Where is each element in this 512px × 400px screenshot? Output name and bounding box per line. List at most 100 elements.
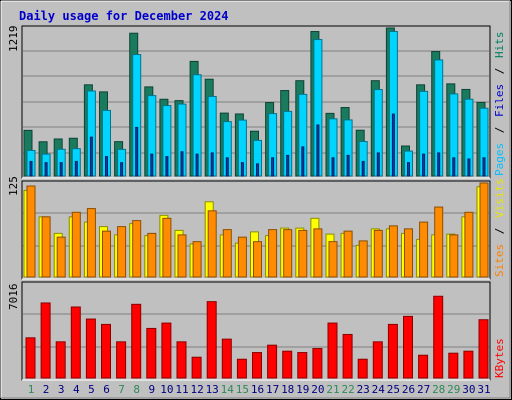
- pages-bar: [59, 162, 63, 177]
- pages-bar: [391, 113, 395, 177]
- day-label: 15: [236, 383, 249, 396]
- pages-bar: [361, 160, 365, 177]
- sites-bar: [464, 211, 474, 278]
- pages-bar: [407, 162, 410, 177]
- visits-max-label: 125: [7, 176, 20, 196]
- day-label: 2: [43, 383, 50, 396]
- pages-bar: [225, 157, 229, 177]
- sites-bar: [404, 228, 413, 278]
- day-label: 23: [357, 383, 370, 396]
- sites-bar: [237, 236, 247, 278]
- day-label: 8: [133, 383, 140, 396]
- kbytes-bar: [252, 352, 262, 379]
- pages-bar: [120, 162, 124, 177]
- sites-bar: [147, 232, 157, 278]
- kbytes-bar: [387, 323, 398, 379]
- kbytes-bar: [267, 344, 278, 379]
- pages-bar: [29, 160, 33, 177]
- day-label: 16: [251, 383, 264, 396]
- kbytes-max-label: 7016: [7, 284, 20, 311]
- kbytes-bar: [40, 302, 51, 379]
- sites-bar: [449, 234, 459, 278]
- kbytes-bars: [25, 295, 489, 379]
- kbytes-bar: [342, 333, 353, 379]
- kbytes-bar: [448, 352, 459, 379]
- sites-bar: [479, 182, 489, 278]
- sites-bar: [343, 230, 353, 278]
- pages-bar: [180, 151, 184, 177]
- legend-files: Files: [493, 84, 506, 117]
- legend-kbytes-group: KBytes: [493, 338, 506, 378]
- kbytes-bar: [327, 322, 338, 379]
- kbytes-bar: [176, 341, 187, 379]
- kbytes-bar: [357, 358, 368, 379]
- day-label: 14: [221, 383, 235, 396]
- pages-bar: [452, 157, 456, 177]
- day-labels: 1 2 3 4 5 6 7 8 9 10 11 12 13 14 15 16 17 18 19 20 21 22 23 24 2…: [28, 383, 491, 396]
- sites-bar: [41, 216, 51, 278]
- sites-bar: [328, 241, 338, 278]
- kbytes-bar: [403, 315, 413, 379]
- day-label: 21: [326, 383, 339, 396]
- day-label: 10: [160, 383, 173, 396]
- pages-bar: [286, 154, 290, 177]
- pages-bar: [74, 160, 78, 177]
- kbytes-bar: [418, 354, 429, 379]
- sites-bar: [434, 206, 444, 278]
- pages-bar: [165, 156, 169, 177]
- sites-bar: [117, 226, 127, 278]
- sites-bar: [207, 210, 217, 278]
- kbytes-bar: [146, 327, 157, 379]
- day-label: 22: [341, 383, 354, 396]
- pages-bar: [316, 124, 320, 177]
- day-label: 30: [462, 383, 475, 396]
- sites-bar: [253, 241, 262, 278]
- day-label: 5: [88, 383, 95, 396]
- day-label: 12: [190, 383, 203, 396]
- kbytes-bar: [25, 337, 36, 379]
- day-label: 17: [266, 383, 279, 396]
- sites-bar: [26, 185, 36, 278]
- day-label: 6: [103, 383, 110, 396]
- sites-bar: [56, 236, 66, 278]
- kbytes-bar: [463, 350, 474, 379]
- day-label: 19: [296, 383, 309, 396]
- sites-bar: [298, 229, 308, 278]
- day-label: 20: [311, 383, 324, 396]
- day-label: 24: [372, 383, 386, 396]
- legend-kbytes: KBytes: [493, 338, 506, 378]
- day-label: 26: [402, 383, 415, 396]
- day-label: 31: [477, 383, 490, 396]
- sites-bar: [313, 228, 323, 278]
- chart-title: Daily usage for December 2024: [19, 9, 229, 23]
- pages-bar: [467, 158, 471, 177]
- pages-bar: [422, 153, 426, 177]
- legend-pages: Pages: [493, 143, 506, 176]
- sites-bar: [86, 208, 96, 278]
- kbytes-bar: [372, 341, 383, 379]
- kbytes-bar: [433, 295, 444, 379]
- legend-hits-files-pages: Pages / Files / Hits: [493, 32, 506, 177]
- pages-bar: [89, 136, 93, 177]
- kbytes-bar: [236, 358, 247, 379]
- day-label: 28: [432, 383, 445, 396]
- kbytes-bar: [478, 319, 489, 379]
- day-label: 18: [281, 383, 294, 396]
- day-label: 4: [73, 383, 80, 396]
- pages-bar: [240, 162, 244, 177]
- pages-bar: [331, 157, 335, 177]
- kbytes-bar: [85, 318, 96, 379]
- sites-bar: [419, 221, 429, 278]
- pages-bar: [210, 152, 214, 177]
- sites-bar: [283, 229, 293, 278]
- day-label: 3: [58, 383, 65, 396]
- kbytes-bar: [70, 306, 81, 379]
- pages-bar: [44, 162, 48, 177]
- visits-sites-bars: [23, 182, 489, 278]
- pages-bar: [346, 154, 350, 177]
- hits-max-label: 1219: [7, 26, 20, 53]
- kbytes-bar: [312, 348, 323, 379]
- sites-bar: [192, 241, 202, 278]
- pages-bar: [105, 156, 108, 177]
